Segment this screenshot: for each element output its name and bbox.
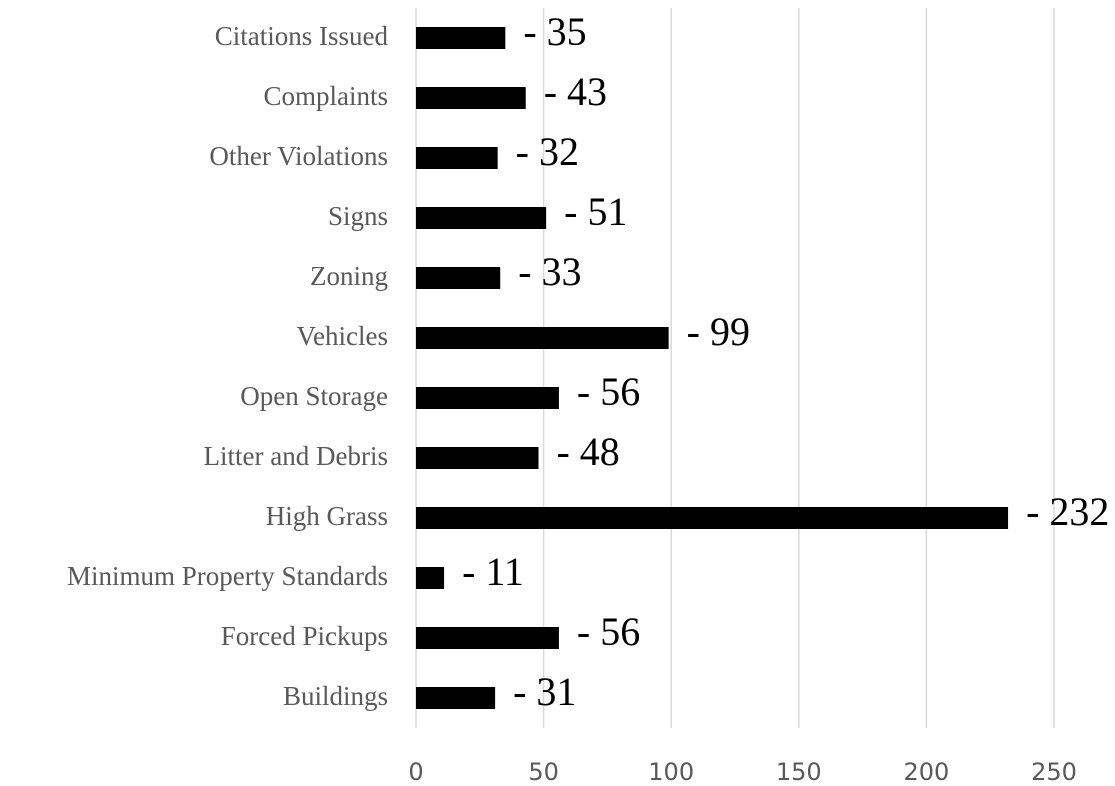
value-label: - 43 bbox=[544, 69, 607, 114]
y-tick-label: Forced Pickups bbox=[221, 621, 388, 651]
bar bbox=[416, 27, 506, 49]
value-label: - 99 bbox=[687, 309, 750, 354]
x-tick-label: 100 bbox=[648, 758, 694, 786]
y-tick-label: Vehicles bbox=[297, 321, 388, 351]
y-tick-label: Open Storage bbox=[240, 381, 388, 411]
value-label: - 33 bbox=[518, 249, 581, 294]
value-label: - 11 bbox=[462, 549, 524, 594]
x-tick-label: 0 bbox=[408, 758, 423, 786]
bar bbox=[416, 447, 539, 469]
x-tick-label: 250 bbox=[1031, 758, 1077, 786]
y-tick-label: High Grass bbox=[266, 501, 388, 531]
bar bbox=[416, 507, 1009, 529]
value-label: - 31 bbox=[513, 669, 576, 714]
value-label: - 232 bbox=[1026, 489, 1109, 534]
value-label: - 51 bbox=[564, 189, 627, 234]
x-tick-label: 200 bbox=[903, 758, 949, 786]
value-label: - 56 bbox=[577, 369, 640, 414]
bar bbox=[416, 567, 445, 589]
y-tick-label: Other Violations bbox=[209, 141, 388, 171]
y-tick-label: Minimum Property Standards bbox=[67, 561, 388, 591]
bar bbox=[416, 387, 559, 409]
y-tick-label: Signs bbox=[328, 201, 388, 231]
bar bbox=[416, 147, 498, 169]
value-label: - 32 bbox=[516, 129, 579, 174]
y-tick-label: Citations Issued bbox=[215, 21, 389, 51]
bar bbox=[416, 627, 559, 649]
bar bbox=[416, 87, 526, 109]
x-tick-label: 150 bbox=[776, 758, 822, 786]
bar bbox=[416, 687, 496, 709]
bar bbox=[416, 327, 669, 349]
value-label: - 48 bbox=[556, 429, 619, 474]
bar bbox=[416, 267, 501, 289]
y-tick-label: Litter and Debris bbox=[204, 441, 388, 471]
y-tick-label: Complaints bbox=[263, 81, 388, 111]
value-label: - 35 bbox=[523, 9, 586, 54]
y-tick-label: Buildings bbox=[283, 681, 388, 711]
bar bbox=[416, 207, 547, 229]
y-tick-label: Zoning bbox=[310, 261, 388, 291]
x-tick-label: 50 bbox=[528, 758, 559, 786]
value-label: - 56 bbox=[577, 609, 640, 654]
